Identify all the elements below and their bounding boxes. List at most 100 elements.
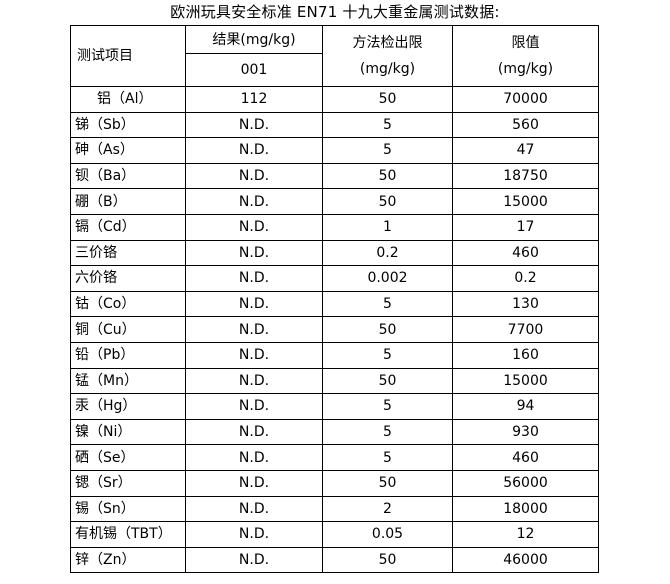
cell-method-detection-limit: 2 <box>322 495 453 523</box>
cell-method-detection-limit: 50 <box>322 188 453 215</box>
header-method-detection-limit: 方法检出限 (mg/kg) <box>322 25 453 87</box>
cell-result: N.D. <box>185 162 323 190</box>
table-row: 三价铬 N.D. 0.2 460 <box>70 239 599 267</box>
cell-method-detection-limit: 5 <box>322 444 453 471</box>
cell-limit: 130 <box>452 290 599 318</box>
cell-result: N.D. <box>185 188 323 215</box>
table-row: 锌（Zn） N.D. 50 46000 <box>70 546 599 574</box>
table-subheader-row: 001 <box>71 53 599 87</box>
header-sample-id: 001 <box>185 53 323 87</box>
cell-limit: 15000 <box>452 188 599 215</box>
table-row: 铜（Cu） N.D. 50 7700 <box>70 316 599 343</box>
cell-method-detection-limit: 5 <box>322 137 453 164</box>
cell-limit: 460 <box>452 239 599 267</box>
table-row: 铅（Pb） N.D. 5 160 <box>70 341 599 369</box>
table-row: 钡（Ba） N.D. 50 18750 <box>70 162 599 190</box>
cell-test-item: 锡（Sn） <box>70 495 186 523</box>
header-test-item: 测试项目 <box>70 25 186 87</box>
header-mdl-label: 方法检出限 <box>352 35 423 51</box>
table-row: 钴（Co） N.D. 5 130 <box>70 290 599 318</box>
header-mdl-unit: (mg/kg) <box>359 61 416 77</box>
cell-limit: 94 <box>452 393 599 420</box>
cell-method-detection-limit: 5 <box>322 393 453 420</box>
cell-result: N.D. <box>185 213 323 241</box>
cell-result: N.D. <box>185 495 323 523</box>
cell-test-item: 铅（Pb） <box>70 341 186 369</box>
header-limit-unit: (mg/kg) <box>497 61 554 77</box>
cell-limit: 70000 <box>452 86 599 113</box>
cell-result: N.D. <box>185 341 323 369</box>
table-row: 硼（B） N.D. 50 15000 <box>70 188 599 215</box>
cell-limit: 12 <box>452 521 599 548</box>
cell-method-detection-limit: 5 <box>322 341 453 369</box>
table-row: 镉（Cd） N.D. 1 17 <box>70 213 599 241</box>
cell-result: N.D. <box>185 265 323 292</box>
cell-test-item: 铜（Cu） <box>70 316 186 343</box>
table-row: 锰（Mn） N.D. 50 15000 <box>70 367 599 395</box>
cell-test-item: 钴（Co） <box>70 290 186 318</box>
cell-test-item: 有机锡（TBT） <box>70 521 186 548</box>
cell-test-item: 砷（As） <box>70 137 186 164</box>
cell-result: N.D. <box>185 393 323 420</box>
cell-test-item: 锑（Sb） <box>70 111 186 139</box>
cell-result: 112 <box>185 86 323 113</box>
cell-result: N.D. <box>185 316 323 343</box>
cell-method-detection-limit: 1 <box>322 213 453 241</box>
cell-result: N.D. <box>185 239 323 267</box>
cell-limit: 560 <box>452 111 599 139</box>
cell-result: N.D. <box>185 137 323 164</box>
cell-test-item: 锶（Sr） <box>70 469 186 497</box>
cell-result: N.D. <box>185 546 323 574</box>
cell-limit: 15000 <box>452 367 599 395</box>
cell-method-detection-limit: 0.002 <box>322 265 453 292</box>
cell-limit: 160 <box>452 341 599 369</box>
cell-limit: 18750 <box>452 162 599 190</box>
cell-limit: 46000 <box>452 546 599 574</box>
cell-result: N.D. <box>185 367 323 395</box>
table-row: 汞（Hg） N.D. 5 94 <box>70 393 599 420</box>
cell-result: N.D. <box>185 444 323 471</box>
cell-limit: 18000 <box>452 495 599 523</box>
table-row: 硒（Se） N.D. 5 460 <box>70 444 599 471</box>
table-header-row: 测试项目 结果(mg/kg) 方法检出限 (mg/kg) 限值 (mg/kg) <box>70 24 599 87</box>
table-row: 镍（Ni） N.D. 5 930 <box>70 418 599 446</box>
cell-test-item: 锰（Mn） <box>70 367 186 395</box>
cell-limit: 17 <box>452 213 599 241</box>
cell-result: N.D. <box>185 469 323 497</box>
cell-method-detection-limit: 50 <box>322 162 453 190</box>
document-title: 欧洲玩具安全标准 EN71 十九大重金属测试数据: <box>170 3 500 21</box>
cell-method-detection-limit: 5 <box>322 111 453 139</box>
cell-test-item: 硒（Se） <box>70 444 186 471</box>
cell-method-detection-limit: 0.2 <box>322 239 453 267</box>
cell-test-item: 六价铬 <box>70 265 186 292</box>
cell-method-detection-limit: 0.05 <box>322 521 453 548</box>
cell-method-detection-limit: 50 <box>322 546 453 574</box>
heavy-metals-table: 测试项目 结果(mg/kg) 方法检出限 (mg/kg) 限值 (mg/kg) … <box>70 24 599 574</box>
cell-limit: 460 <box>452 444 599 471</box>
table-row: 六价铬 N.D. 0.002 0.2 <box>70 265 599 292</box>
cell-test-item: 锌（Zn） <box>70 546 186 574</box>
table-row: 有机锡（TBT） N.D. 0.05 12 <box>70 521 599 548</box>
cell-limit: 47 <box>452 137 599 164</box>
header-limit: 限值 (mg/kg) <box>452 25 599 87</box>
cell-method-detection-limit: 50 <box>322 469 453 497</box>
cell-limit: 7700 <box>452 316 599 343</box>
cell-result: N.D. <box>185 111 323 139</box>
header-limit-label: 限值 <box>511 35 540 51</box>
cell-test-item: 三价铬 <box>70 239 186 267</box>
cell-test-item: 硼（B） <box>70 188 186 215</box>
cell-limit: 56000 <box>452 469 599 497</box>
header-result: 结果(mg/kg) <box>185 24 323 55</box>
table-row: 锡（Sn） N.D. 2 18000 <box>70 495 599 523</box>
cell-method-detection-limit: 5 <box>322 418 453 446</box>
cell-method-detection-limit: 50 <box>322 86 453 113</box>
cell-result: N.D. <box>185 521 323 548</box>
table-row: 锑（Sb） N.D. 5 560 <box>70 111 599 139</box>
cell-test-item: 镉（Cd） <box>70 213 186 241</box>
cell-result: N.D. <box>185 290 323 318</box>
cell-limit: 930 <box>452 418 599 446</box>
table-row: 铝（Al） 112 50 70000 <box>70 86 599 113</box>
cell-method-detection-limit: 50 <box>322 367 453 395</box>
cell-limit: 0.2 <box>452 265 599 292</box>
cell-test-item: 钡（Ba） <box>70 162 186 190</box>
